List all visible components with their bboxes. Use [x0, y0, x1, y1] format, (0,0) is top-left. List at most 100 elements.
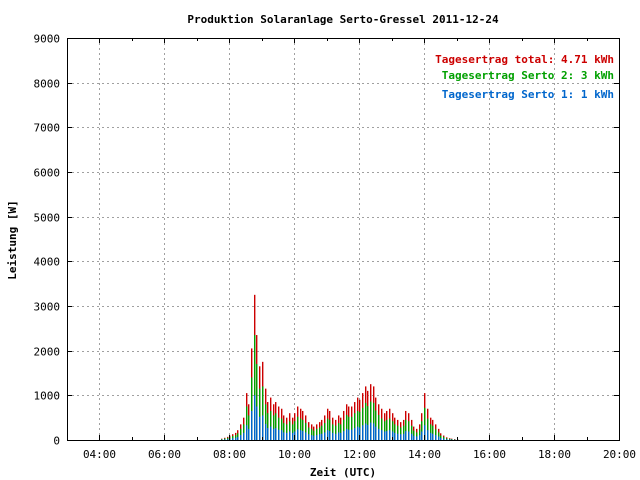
bar-serto-1	[381, 430, 383, 440]
legend-value-total: 4.71 kWh	[561, 53, 614, 66]
y-tick-label: 0	[53, 435, 60, 448]
bar-serto-2	[321, 425, 323, 440]
bar-serto-2	[384, 421, 386, 440]
bar-serto-2	[300, 418, 302, 440]
bar-serto-2	[340, 424, 342, 440]
bar-serto-2	[430, 424, 432, 440]
bar-serto-2	[381, 418, 383, 440]
grid	[67, 38, 619, 440]
plot-frame	[67, 38, 620, 441]
bar-serto-1	[351, 429, 353, 440]
y-tick-label: 2000	[34, 346, 61, 359]
y-tick-label: 6000	[34, 167, 61, 180]
bar-serto-1	[348, 429, 350, 440]
y-axis-label: Leistung [W]	[6, 200, 19, 279]
series-serto-1	[221, 395, 459, 441]
bar-serto-2	[243, 424, 245, 440]
bar-serto-2	[311, 428, 313, 440]
bar-serto-1	[443, 438, 445, 440]
x-tick-label: 06:00	[148, 448, 181, 461]
bar-serto-1	[440, 437, 442, 440]
bar-serto-2	[343, 419, 345, 440]
bar-serto-1	[327, 430, 329, 440]
bar-serto-1	[338, 432, 340, 440]
bar-serto-1	[332, 432, 334, 440]
bar-serto-1	[370, 422, 372, 440]
legend-value-serto-2: 3 kWh	[581, 69, 614, 82]
bar-serto-1	[359, 427, 361, 440]
bar-serto-1	[292, 432, 294, 440]
bar-serto-2	[432, 425, 434, 440]
bar-serto-2	[240, 428, 242, 440]
bar-serto-2	[411, 425, 413, 440]
bar-serto-2	[302, 419, 304, 440]
bar-serto-1	[357, 426, 359, 440]
bar-serto-2	[235, 435, 237, 440]
bar-serto-2	[332, 424, 334, 440]
bar-serto-1	[270, 426, 272, 440]
bar-serto-2	[427, 418, 429, 440]
legend-label-total: Tagesertrag total:	[435, 53, 554, 66]
bar-serto-2	[308, 427, 310, 440]
bar-serto-2	[259, 388, 261, 440]
bar-serto-2	[375, 410, 377, 440]
bar-serto-2	[405, 419, 407, 440]
bar-serto-1	[375, 426, 377, 440]
x-tick-label: 08:00	[213, 448, 246, 461]
bar-serto-2	[338, 423, 340, 440]
bar-serto-1	[232, 438, 234, 440]
bar-serto-2	[289, 421, 291, 440]
bar-serto-1	[378, 428, 380, 440]
bar-serto-1	[386, 431, 388, 440]
bar-serto-1	[305, 432, 307, 440]
bar-serto-1	[324, 432, 326, 440]
y-tick-label: 1000	[34, 390, 61, 403]
x-tick-label: 12:00	[343, 448, 376, 461]
bar-serto-1	[278, 429, 280, 440]
bar-serto-1	[362, 425, 364, 440]
legend: Tagesertrag total: 4.71 kWh Tagesertrag …	[435, 53, 614, 101]
bar-serto-2	[397, 425, 399, 440]
legend-entry-total: Tagesertrag total: 4.71 kWh	[435, 53, 614, 66]
bar-serto-2	[297, 416, 299, 440]
bar-serto-1	[446, 439, 448, 440]
bar-serto-1	[354, 427, 356, 440]
y-tick-label: 4000	[34, 256, 61, 269]
bar-serto-1	[335, 433, 337, 440]
bar-serto-1	[424, 425, 426, 440]
bar-serto-2	[389, 418, 391, 440]
bar-serto-1	[411, 433, 413, 440]
bar-serto-2	[446, 438, 448, 440]
bar-serto-1	[365, 423, 367, 440]
y-tick-label: 3000	[34, 301, 61, 314]
bar-serto-1	[267, 427, 269, 440]
y-tick-label: 9000	[34, 33, 61, 46]
bar-serto-1	[416, 436, 418, 440]
bar-serto-1	[421, 431, 423, 440]
bar-serto-1	[275, 427, 277, 440]
legend-value-serto-1: 1 kWh	[581, 88, 614, 101]
bar-serto-2	[254, 335, 256, 440]
x-axis-label: Zeit (UTC)	[310, 466, 376, 479]
bar-serto-1	[340, 432, 342, 440]
bar-serto-1	[438, 436, 440, 440]
bar-serto-1	[289, 431, 291, 440]
bar-serto-1	[259, 416, 261, 440]
bar-serto-1	[273, 428, 275, 440]
bar-serto-1	[313, 435, 315, 440]
bar-serto-1	[403, 433, 405, 440]
bar-serto-1	[367, 424, 369, 440]
bar-serto-1	[451, 439, 453, 441]
bar-serto-1	[316, 435, 318, 440]
bar-serto-1	[343, 431, 345, 440]
bar-serto-1	[243, 432, 245, 440]
legend-entry-serto-2: Tagesertrag Serto 2: 3 kWh	[442, 69, 614, 82]
bar-serto-2	[451, 439, 453, 440]
bar-serto-2	[227, 437, 229, 440]
bar-serto-1	[311, 435, 313, 440]
bar-serto-1	[235, 437, 237, 440]
bar-serto-1	[346, 428, 348, 440]
bar-serto-1	[449, 439, 451, 441]
bar-serto-2	[224, 438, 226, 440]
bar-serto-2	[294, 421, 296, 440]
